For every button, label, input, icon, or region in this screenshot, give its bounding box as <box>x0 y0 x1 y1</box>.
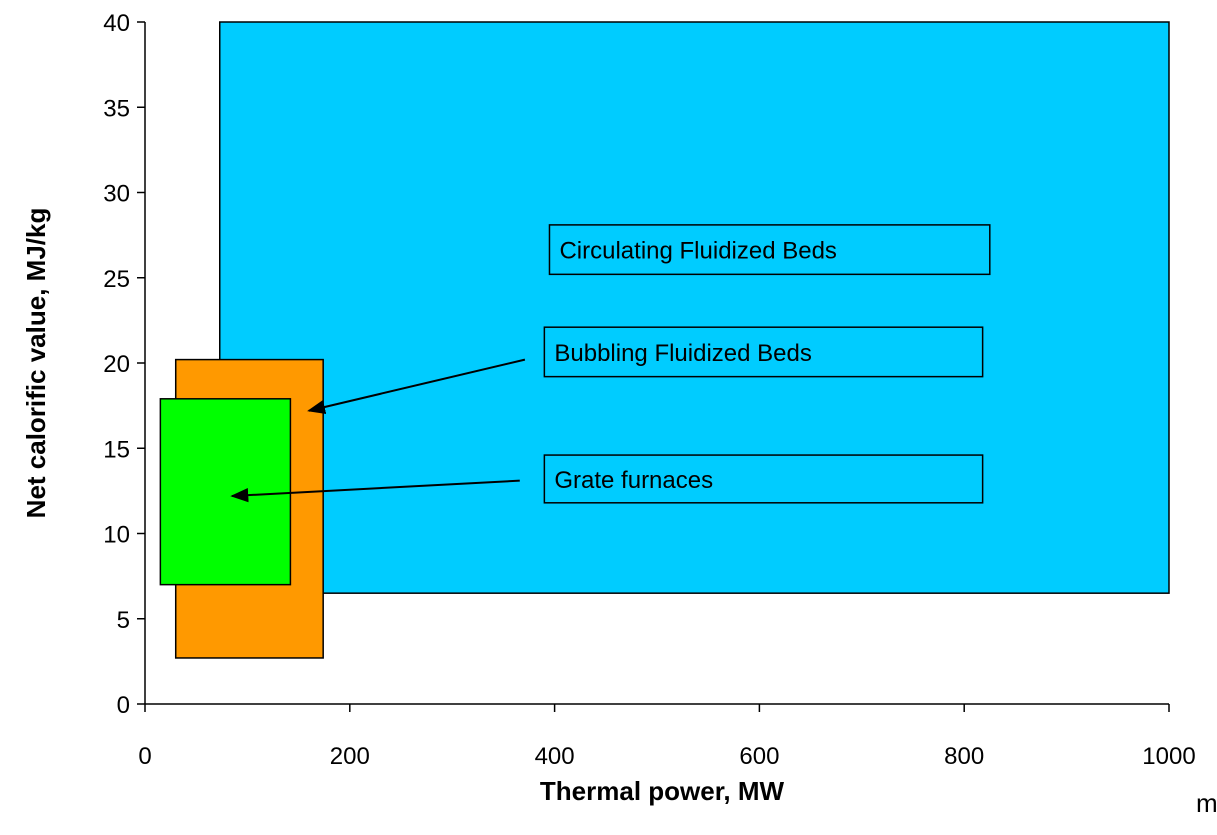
region-cfb <box>219 21 1170 594</box>
arrow-grate <box>230 479 520 503</box>
y-tick-label: 40 <box>103 10 130 37</box>
y-tick-label: 5 <box>117 607 130 634</box>
x-tick-label: 200 <box>330 743 370 770</box>
y-tick-label: 35 <box>103 95 130 122</box>
label-cfb: Circulating Fluidized Beds <box>559 238 836 265</box>
y-tick-label: 0 <box>117 692 130 719</box>
arrow-bfb <box>307 358 526 415</box>
x-tick-label: 400 <box>535 743 575 770</box>
y-tick-label: 20 <box>103 351 130 378</box>
label-box-cfb <box>548 224 991 276</box>
y-axis-title: Net calorific value, MJ/kg <box>21 208 51 519</box>
label-bfb: Bubbling Fluidized Beds <box>554 340 812 367</box>
x-tick-label: 1000 <box>1142 743 1195 770</box>
y-tick-label: 10 <box>103 522 130 549</box>
y-tick-label: 15 <box>103 436 130 463</box>
x-tick-label: 0 <box>138 743 151 770</box>
label-grate: Grate furnaces <box>554 467 713 494</box>
y-tick-label: 25 <box>103 266 130 293</box>
y-tick-label: 30 <box>103 181 130 208</box>
label-box-grate <box>543 454 984 504</box>
x-tick-label: 800 <box>944 743 984 770</box>
x-tick-label: 600 <box>739 743 779 770</box>
region-grate <box>159 398 292 586</box>
x-axis-title: Thermal power, MW <box>540 776 785 806</box>
label-box-bfb <box>543 326 984 378</box>
stray-text: m <box>1196 788 1217 818</box>
